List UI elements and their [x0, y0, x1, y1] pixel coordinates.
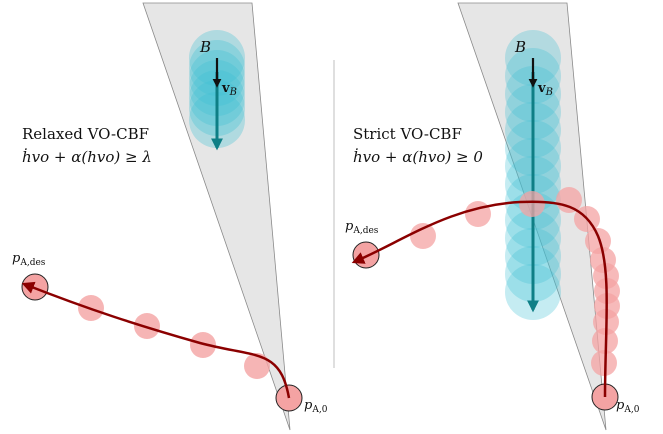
- agent-position: [465, 201, 491, 227]
- velocity-label-right: vB: [537, 81, 553, 98]
- goal-label-left: pA,des: [12, 251, 46, 268]
- goal-label-right: pA,des: [345, 219, 379, 236]
- agent-position: [410, 223, 436, 249]
- agent-path-left: [21, 281, 291, 399]
- caption-right: Strict VO-CBF: [353, 125, 462, 143]
- obstacle-label-right: B: [514, 38, 526, 56]
- agent-path-right: [351, 200, 608, 398]
- left-panel: B vB Relaxed VO-CBF ḣvo + α(hvo) ≥ λ pA,…: [12, 2, 328, 431]
- start-label-right: pA,0: [616, 398, 640, 415]
- agent-position: [556, 187, 582, 213]
- velocity-label-left: vB: [221, 81, 237, 98]
- agent-position: [591, 350, 617, 376]
- velocity-obstacle-cone-left: [142, 2, 291, 431]
- start-label-left: pA,0: [304, 398, 328, 415]
- agent-trail-left: [78, 295, 270, 379]
- equation-right: ḣvo + α(hvo) ≥ 0: [353, 148, 483, 166]
- right-panel: B vB Strict VO-CBF ḣvo + α(hvo) ≥ 0 pA,d…: [345, 2, 640, 431]
- obstacle-label-left: B: [199, 38, 211, 56]
- agent-position: [244, 353, 270, 379]
- agent-goal-right: [352, 241, 380, 269]
- caption-left: Relaxed VO-CBF: [22, 125, 149, 143]
- equation-left: ḣvo + α(hvo) ≥ λ: [22, 148, 152, 166]
- agent-position: [519, 191, 545, 217]
